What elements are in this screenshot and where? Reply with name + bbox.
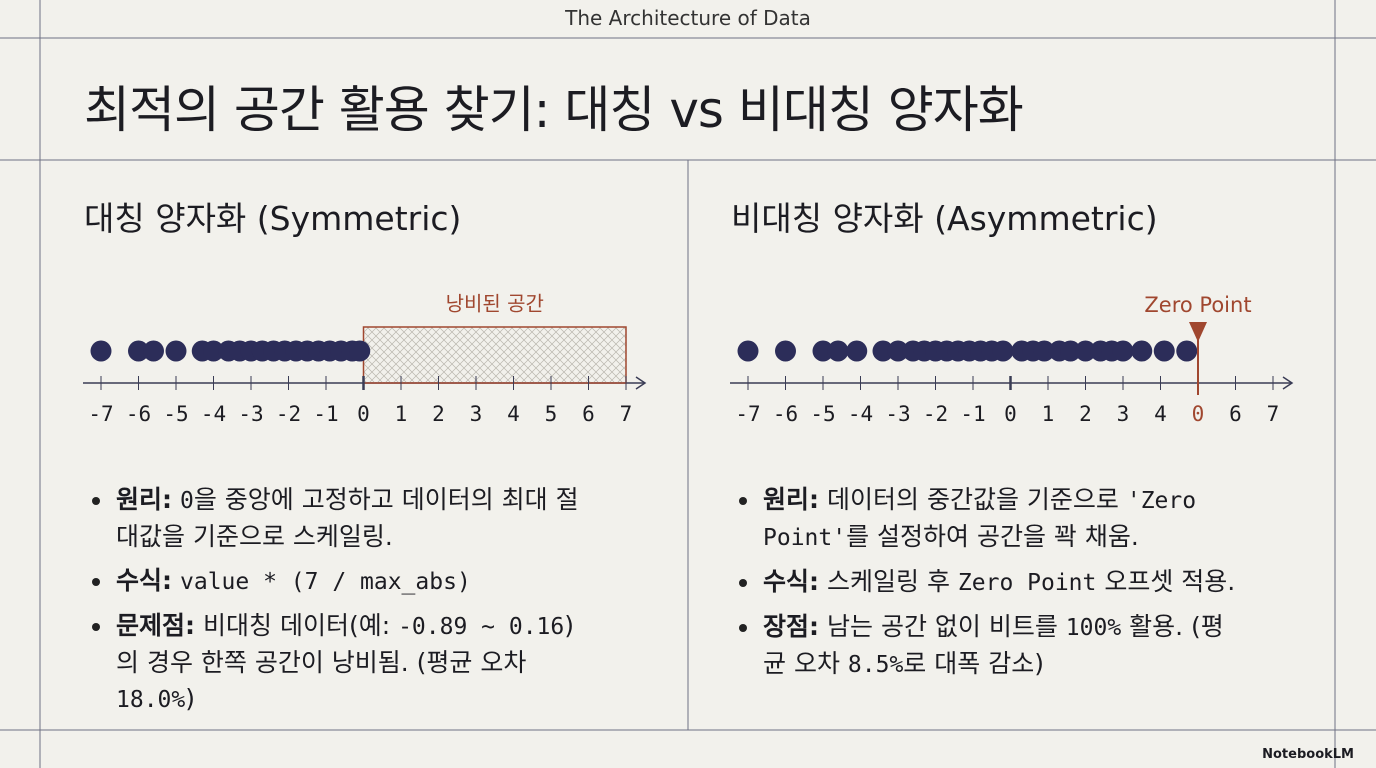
data-point (90, 340, 112, 362)
code-text: 100% (1065, 615, 1122, 641)
wasted-region (362, 326, 627, 384)
bullet-text: 오프셋 적용. (1096, 567, 1236, 596)
footer-logo: NotebookLM (1262, 747, 1354, 762)
bullet-list: 원리: 데이터의 중간값을 기준으로 'Zero Point'를 설정하여 공간을… (739, 482, 1239, 691)
bullet-text: 활용. (평균 오차 (763, 612, 1224, 678)
panel-heading: 대칭 양자화 (Symmetric) (84, 199, 462, 238)
tick-label: 2 (1079, 402, 1092, 426)
zero-point-marker (1189, 322, 1207, 342)
data-point (812, 340, 834, 362)
axis-arrow (635, 376, 647, 390)
data-point (1176, 340, 1198, 362)
tick-label: 6 (582, 402, 595, 426)
data-point (1112, 340, 1134, 362)
data-point (887, 340, 909, 362)
bullet-item: 장점: 남는 공간 없이 비트를 100% 활용. (평균 오차 8.5%로 대폭… (739, 609, 1239, 683)
bullet-text: ) (185, 684, 196, 713)
tick-label: 2 (432, 402, 445, 426)
tick-label: -4 (201, 402, 226, 426)
tick-label: -1 (960, 402, 985, 426)
tick-label: -5 (810, 402, 835, 426)
data-point (775, 340, 796, 362)
code-text: Zero Point (957, 570, 1097, 596)
bullet-item: 수식: 스케일링 후 Zero Point 오프셋 적용. (739, 564, 1239, 601)
tick-label: 4 (507, 402, 520, 426)
data-point (1075, 340, 1096, 362)
data-point (1033, 340, 1055, 362)
bullet-item: 문제점: 비대칭 데이터(예: -0.89 ~ 0.16)의 경우 한쪽 공간이 … (92, 608, 592, 718)
data-point (203, 340, 224, 362)
data-point (1153, 340, 1175, 362)
data-point (1060, 340, 1081, 362)
tick-label: -6 (126, 402, 151, 426)
tick-label: 1 (395, 402, 408, 426)
annotation: Zero Point (1144, 293, 1251, 317)
bullet-item: 원리: 0을 중앙에 고정하고 데이터의 최대 절대값을 기준으로 스케일링. (92, 482, 592, 555)
tick-label: 4 (1154, 402, 1167, 426)
data-point (872, 340, 894, 362)
bullet-text: 데이터의 중간값을 기준으로 (827, 485, 1127, 514)
code-text: 8.5% (847, 652, 904, 678)
bullet-text: 로 대폭 감소) (903, 649, 1044, 678)
header: The Architecture of Data (565, 6, 811, 30)
tick-label: 7 (1267, 402, 1280, 426)
tick-label: -3 (885, 402, 910, 426)
bullet-list: 원리: 0을 중앙에 고정하고 데이터의 최대 절대값을 기준으로 스케일링. 수식… (92, 482, 592, 726)
bullet-text: )의 경우 한쪽 공간이 낭비됨. (평균 오차 (116, 611, 575, 677)
data-point (827, 340, 849, 362)
bullet-text: 스케일링 후 (827, 567, 958, 596)
tick-label: -2 (276, 402, 301, 426)
data-point (165, 340, 187, 362)
data-point (1131, 340, 1153, 362)
data-point (737, 340, 759, 362)
bullet-label: 원리: (763, 485, 819, 514)
bullet-text: 비대칭 데이터(예: (203, 611, 399, 640)
tick-label: 6 (1229, 402, 1242, 426)
tick-label: -4 (848, 402, 873, 426)
title: 최적의 공간 활용 찾기: 대칭 vs 비대칭 양자화 (84, 81, 1024, 139)
tick-label: 0 (357, 402, 370, 426)
bullet-item: 원리: 데이터의 중간값을 기준으로 'Zero Point'를 설정하여 공간을… (739, 482, 1239, 556)
code-text: -0.89 ~ 0.16 (398, 614, 565, 640)
tick-label: 0 (1004, 402, 1017, 426)
axis-arrow (1282, 376, 1294, 390)
bullet-label: 문제점: (116, 611, 195, 640)
data-point (349, 340, 371, 362)
bullet-text: 남는 공간 없이 비트를 (827, 612, 1066, 641)
tick-label: -5 (163, 402, 188, 426)
code-text: 0 (180, 488, 194, 514)
data-point (128, 340, 149, 362)
bullet-item: 수식: value * (7 / max_abs) (92, 563, 592, 600)
tick-label: 3 (470, 402, 483, 426)
tick-label: -7 (88, 402, 113, 426)
tick-label: -3 (238, 402, 263, 426)
code-text: 18.0% (116, 687, 186, 713)
tick-label: 3 (1117, 402, 1130, 426)
tick-label: 1 (1042, 402, 1055, 426)
tick-label: -6 (773, 402, 798, 426)
bullet-text: 을 중앙에 고정하고 데이터의 최대 절대값을 기준으로 스케일링. (116, 485, 579, 551)
tick-label: 0 (1192, 402, 1205, 426)
data-point (992, 340, 1014, 362)
annotation: 낭비된 공간 (446, 292, 544, 316)
panel-heading: 비대칭 양자화 (Asymmetric) (731, 199, 1158, 238)
data-point (846, 340, 868, 362)
code-text: value * (7 / max_abs) (180, 569, 471, 595)
code-text: 'Zero Point' (763, 488, 1197, 551)
tick-label: 5 (545, 402, 558, 426)
bullet-text: 를 설정하여 공간을 꽉 채움. (846, 522, 1139, 551)
tick-label: -1 (313, 402, 338, 426)
tick-label: -7 (735, 402, 760, 426)
data-point (143, 340, 164, 362)
tick-label: -2 (923, 402, 948, 426)
bullet-label: 원리: (116, 485, 172, 514)
bullet-label: 수식: (116, 566, 172, 595)
bullet-label: 장점: (763, 612, 819, 641)
tick-label: 7 (620, 402, 633, 426)
bullet-label: 수식: (763, 567, 819, 596)
